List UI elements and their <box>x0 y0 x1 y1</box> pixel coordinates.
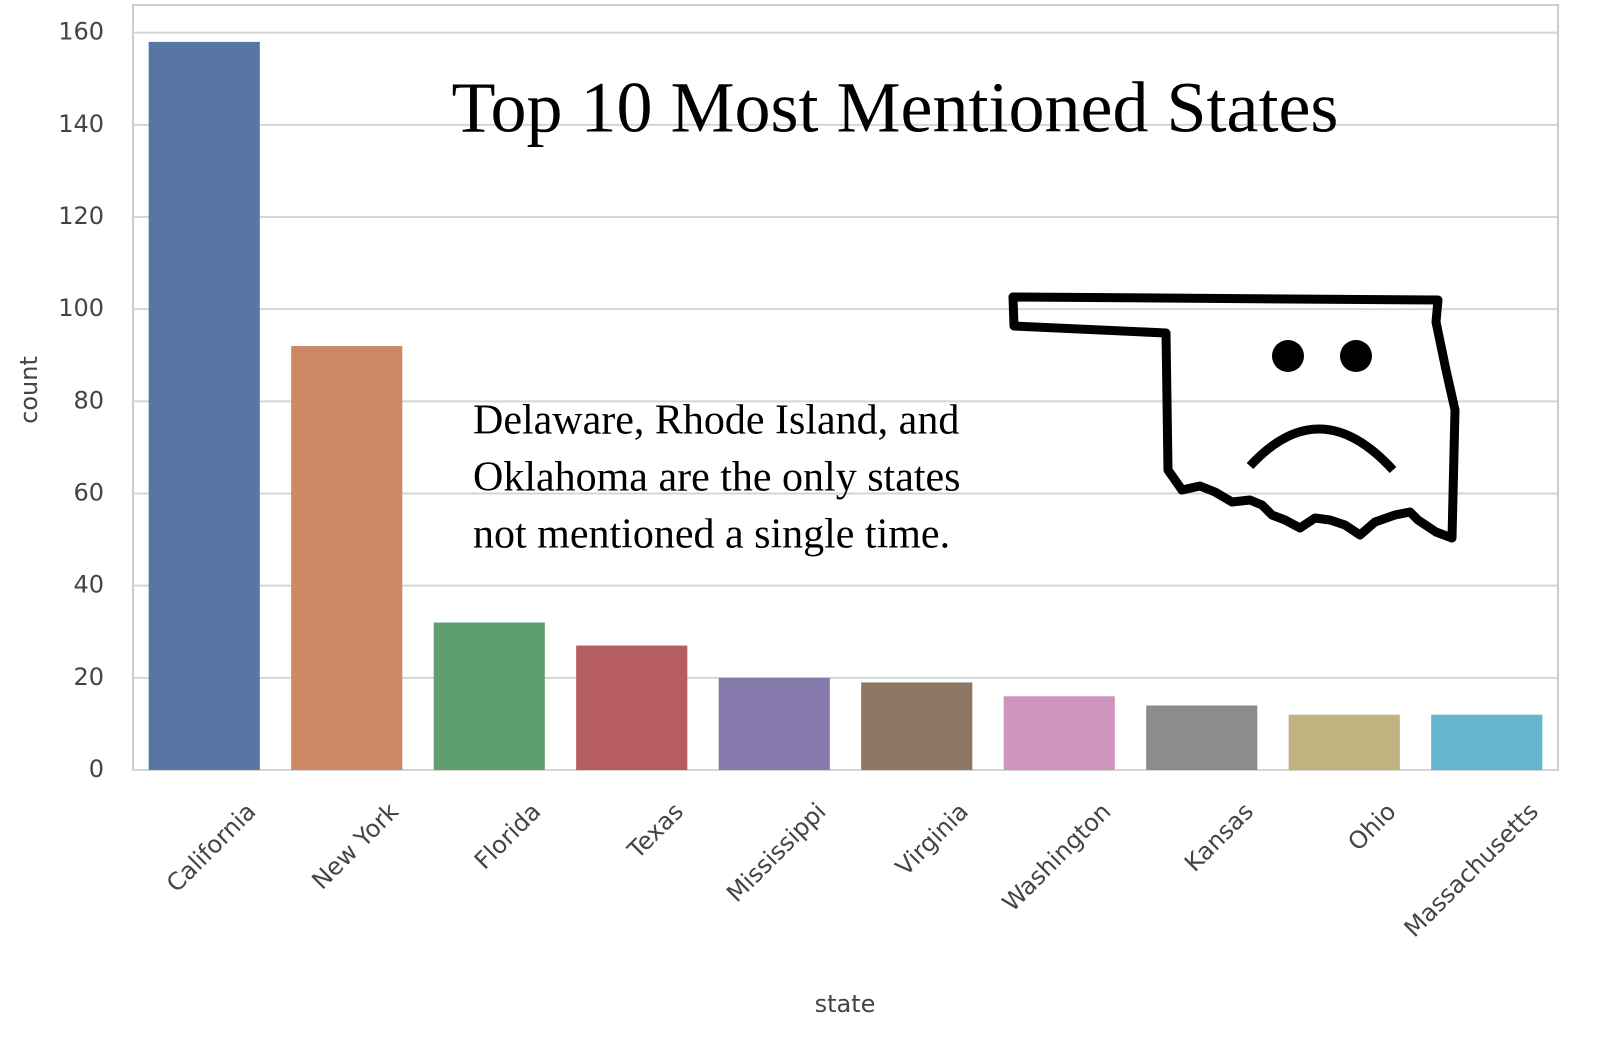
y-tick-label: 20 <box>73 663 104 691</box>
x-tick-label: Washington <box>997 797 1117 917</box>
bar <box>718 677 830 770</box>
x-tick-label: Kansas <box>1179 797 1259 877</box>
x-tick-label: Massachusetts <box>1399 797 1544 942</box>
state-outline <box>1008 292 1460 543</box>
frown <box>1246 424 1397 474</box>
x-tick-label: Mississippi <box>721 797 831 907</box>
bar <box>1146 705 1258 770</box>
bar <box>1003 696 1115 770</box>
bar <box>861 682 973 770</box>
x-tick-label: Virginia <box>890 797 974 881</box>
annotation: not mentioned a single time. <box>473 512 950 558</box>
bar <box>148 41 260 770</box>
annotation: Delaware, Rhode Island, and <box>473 398 959 444</box>
x-tick-label: Florida <box>469 797 547 875</box>
y-tick-label: 80 <box>73 386 104 414</box>
y-axis-label: count <box>15 356 43 424</box>
x-axis-label: state <box>815 990 876 1018</box>
y-tick-label: 0 <box>89 755 104 783</box>
x-tick-label: Ohio <box>1342 797 1401 856</box>
bar <box>291 346 403 770</box>
oklahoma-sad-face <box>1008 292 1460 543</box>
x-tick-label: California <box>161 797 261 897</box>
bar <box>433 622 545 770</box>
y-tick-label: 160 <box>58 18 104 46</box>
bars <box>148 41 1543 770</box>
eye <box>1272 340 1304 372</box>
x-tick-label: New York <box>306 797 404 895</box>
annotation: Oklahoma are the only states <box>473 455 961 501</box>
y-tick-label: 140 <box>58 110 104 138</box>
y-tick-label: 120 <box>58 202 104 230</box>
bar <box>576 645 688 770</box>
chart-title: Top 10 Most Mentioned States <box>452 68 1339 148</box>
eye <box>1340 340 1372 372</box>
y-tick-label: 100 <box>58 294 104 322</box>
bar <box>1288 714 1400 770</box>
bar <box>1431 714 1543 770</box>
y-tick-label: 60 <box>73 478 104 506</box>
x-tick-label: Texas <box>622 797 689 864</box>
y-tick-label: 40 <box>73 571 104 599</box>
